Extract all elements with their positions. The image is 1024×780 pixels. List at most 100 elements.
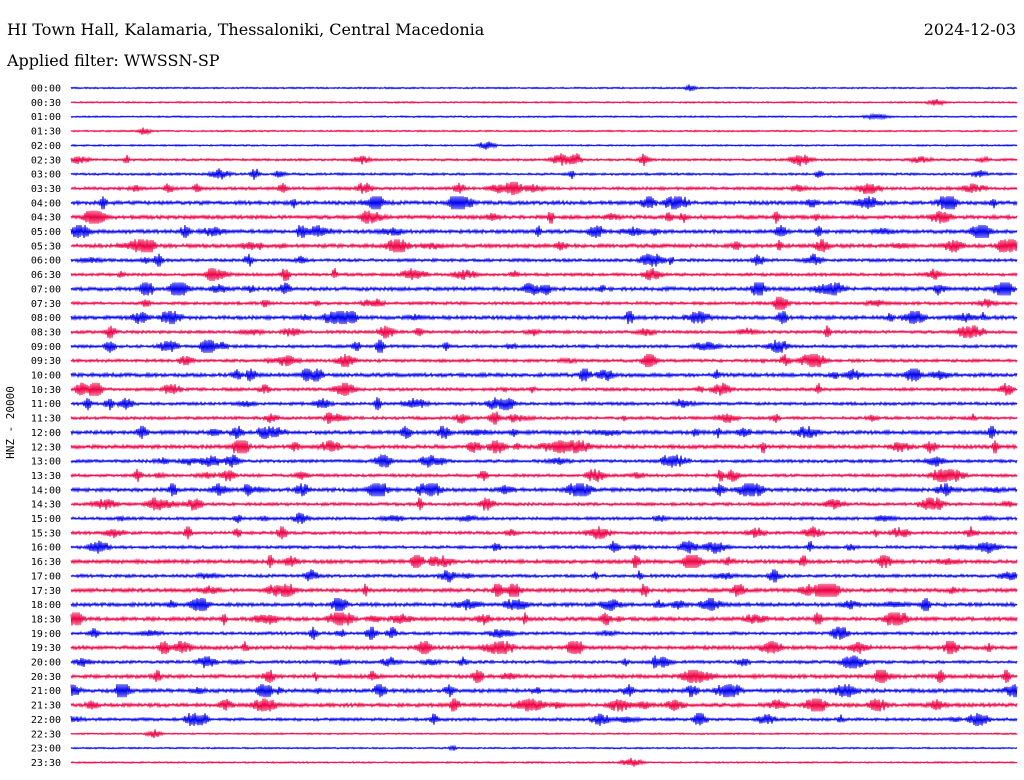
time-label-1730: 17:30 xyxy=(31,586,61,597)
time-label-1030: 10:30 xyxy=(31,385,61,396)
time-label-0400: 04:00 xyxy=(31,198,61,209)
trace-1930 xyxy=(70,641,1018,655)
trace-1830 xyxy=(70,612,1018,626)
trace-1200 xyxy=(70,425,1018,439)
time-label-1500: 15:00 xyxy=(31,514,61,525)
trace-2200 xyxy=(70,712,1018,726)
time-label-1930: 19:30 xyxy=(31,643,61,654)
time-label-0700: 07:00 xyxy=(31,284,61,295)
time-label-0030: 00:30 xyxy=(31,98,61,109)
trace-2130 xyxy=(70,698,1018,712)
time-label-2300: 23:00 xyxy=(31,744,61,755)
time-label-2200: 22:00 xyxy=(31,715,61,726)
trace-0000 xyxy=(70,84,1018,92)
time-label-2000: 20:00 xyxy=(31,658,61,669)
trace-0930 xyxy=(70,354,1018,368)
trace-0700 xyxy=(70,282,1018,296)
trace-0100 xyxy=(70,112,1018,121)
time-label-0430: 04:30 xyxy=(31,213,61,224)
trace-0530 xyxy=(70,239,1018,253)
date-label: 2024-12-03 xyxy=(923,20,1016,39)
trace-1330 xyxy=(70,468,1018,482)
trace-2000 xyxy=(70,655,1018,669)
time-label-0630: 06:30 xyxy=(31,270,61,281)
filter-label: Applied filter: WWSSN-SP xyxy=(7,51,220,70)
trace-1630 xyxy=(70,554,1018,569)
trace-1000 xyxy=(70,368,1018,382)
trace-0330 xyxy=(70,181,1018,195)
trace-1600 xyxy=(70,540,1018,554)
trace-0800 xyxy=(70,311,1018,325)
time-label-0330: 03:30 xyxy=(31,184,61,195)
trace-0200 xyxy=(70,141,1018,150)
trace-1430 xyxy=(70,497,1018,511)
time-label-1630: 16:30 xyxy=(31,557,61,568)
trace-1700 xyxy=(70,569,1018,583)
time-label-0930: 09:30 xyxy=(31,356,61,367)
time-label-0230: 02:30 xyxy=(31,155,61,166)
time-label-1700: 17:00 xyxy=(31,571,61,582)
time-label-0530: 05:30 xyxy=(31,241,61,252)
trace-2100 xyxy=(70,684,1018,698)
trace-1800 xyxy=(70,598,1018,612)
trace-2030 xyxy=(70,669,1018,683)
trace-0130 xyxy=(70,127,1018,136)
time-label-1800: 18:00 xyxy=(31,600,61,611)
trace-0630 xyxy=(70,267,1018,282)
time-label-1230: 12:30 xyxy=(31,442,61,453)
trace-1400 xyxy=(70,483,1018,497)
trace-0430 xyxy=(70,210,1018,224)
time-label-0100: 01:00 xyxy=(31,112,61,123)
time-label-1830: 18:30 xyxy=(31,614,61,625)
trace-0030 xyxy=(70,99,1018,107)
trace-0830 xyxy=(70,325,1018,339)
time-label-2130: 21:30 xyxy=(31,701,61,712)
trace-1300 xyxy=(70,454,1018,468)
time-label-0000: 00:00 xyxy=(31,84,61,95)
time-label-2330: 23:30 xyxy=(31,758,61,769)
time-label-1000: 10:00 xyxy=(31,371,61,382)
trace-0900 xyxy=(70,339,1018,353)
trace-1100 xyxy=(70,397,1018,411)
time-label-2230: 22:30 xyxy=(31,729,61,740)
time-label-1900: 19:00 xyxy=(31,629,61,640)
trace-1530 xyxy=(70,526,1018,540)
trace-2300 xyxy=(70,744,1018,752)
trace-1730 xyxy=(70,583,1018,597)
trace-0730 xyxy=(70,296,1018,310)
time-label-1530: 15:30 xyxy=(31,528,61,539)
time-label-1200: 12:00 xyxy=(31,428,61,439)
trace-0400 xyxy=(70,196,1018,210)
trace-1030 xyxy=(70,382,1018,396)
time-label-1130: 11:30 xyxy=(31,414,61,425)
trace-2230 xyxy=(70,729,1018,739)
time-label-0200: 02:00 xyxy=(31,141,61,152)
station-title: HI Town Hall, Kalamaria, Thessaloniki, C… xyxy=(7,20,485,39)
trace-1900 xyxy=(70,626,1018,640)
time-label-0300: 03:00 xyxy=(31,170,61,181)
time-label-0900: 09:00 xyxy=(31,342,61,353)
trace-0600 xyxy=(70,253,1018,267)
time-label-0730: 07:30 xyxy=(31,299,61,310)
time-label-0600: 06:00 xyxy=(31,256,61,267)
trace-2330 xyxy=(70,757,1018,767)
trace-1500 xyxy=(70,512,1018,525)
time-label-1430: 14:30 xyxy=(31,500,61,511)
time-label-1100: 11:00 xyxy=(31,399,61,410)
time-label-2030: 20:30 xyxy=(31,672,61,683)
time-label-0800: 08:00 xyxy=(31,313,61,324)
trace-1130 xyxy=(70,411,1018,425)
trace-0300 xyxy=(70,168,1018,180)
time-label-0500: 05:00 xyxy=(31,227,61,238)
trace-1230 xyxy=(70,440,1018,454)
trace-0500 xyxy=(70,224,1018,239)
trace-0230 xyxy=(70,153,1018,167)
time-label-0130: 01:30 xyxy=(31,127,61,138)
time-label-1600: 16:00 xyxy=(31,543,61,554)
time-label-2100: 21:00 xyxy=(31,686,61,697)
time-label-1330: 13:30 xyxy=(31,471,61,482)
time-label-0830: 08:30 xyxy=(31,327,61,338)
time-label-1300: 13:00 xyxy=(31,457,61,468)
time-label-1400: 14:00 xyxy=(31,485,61,496)
